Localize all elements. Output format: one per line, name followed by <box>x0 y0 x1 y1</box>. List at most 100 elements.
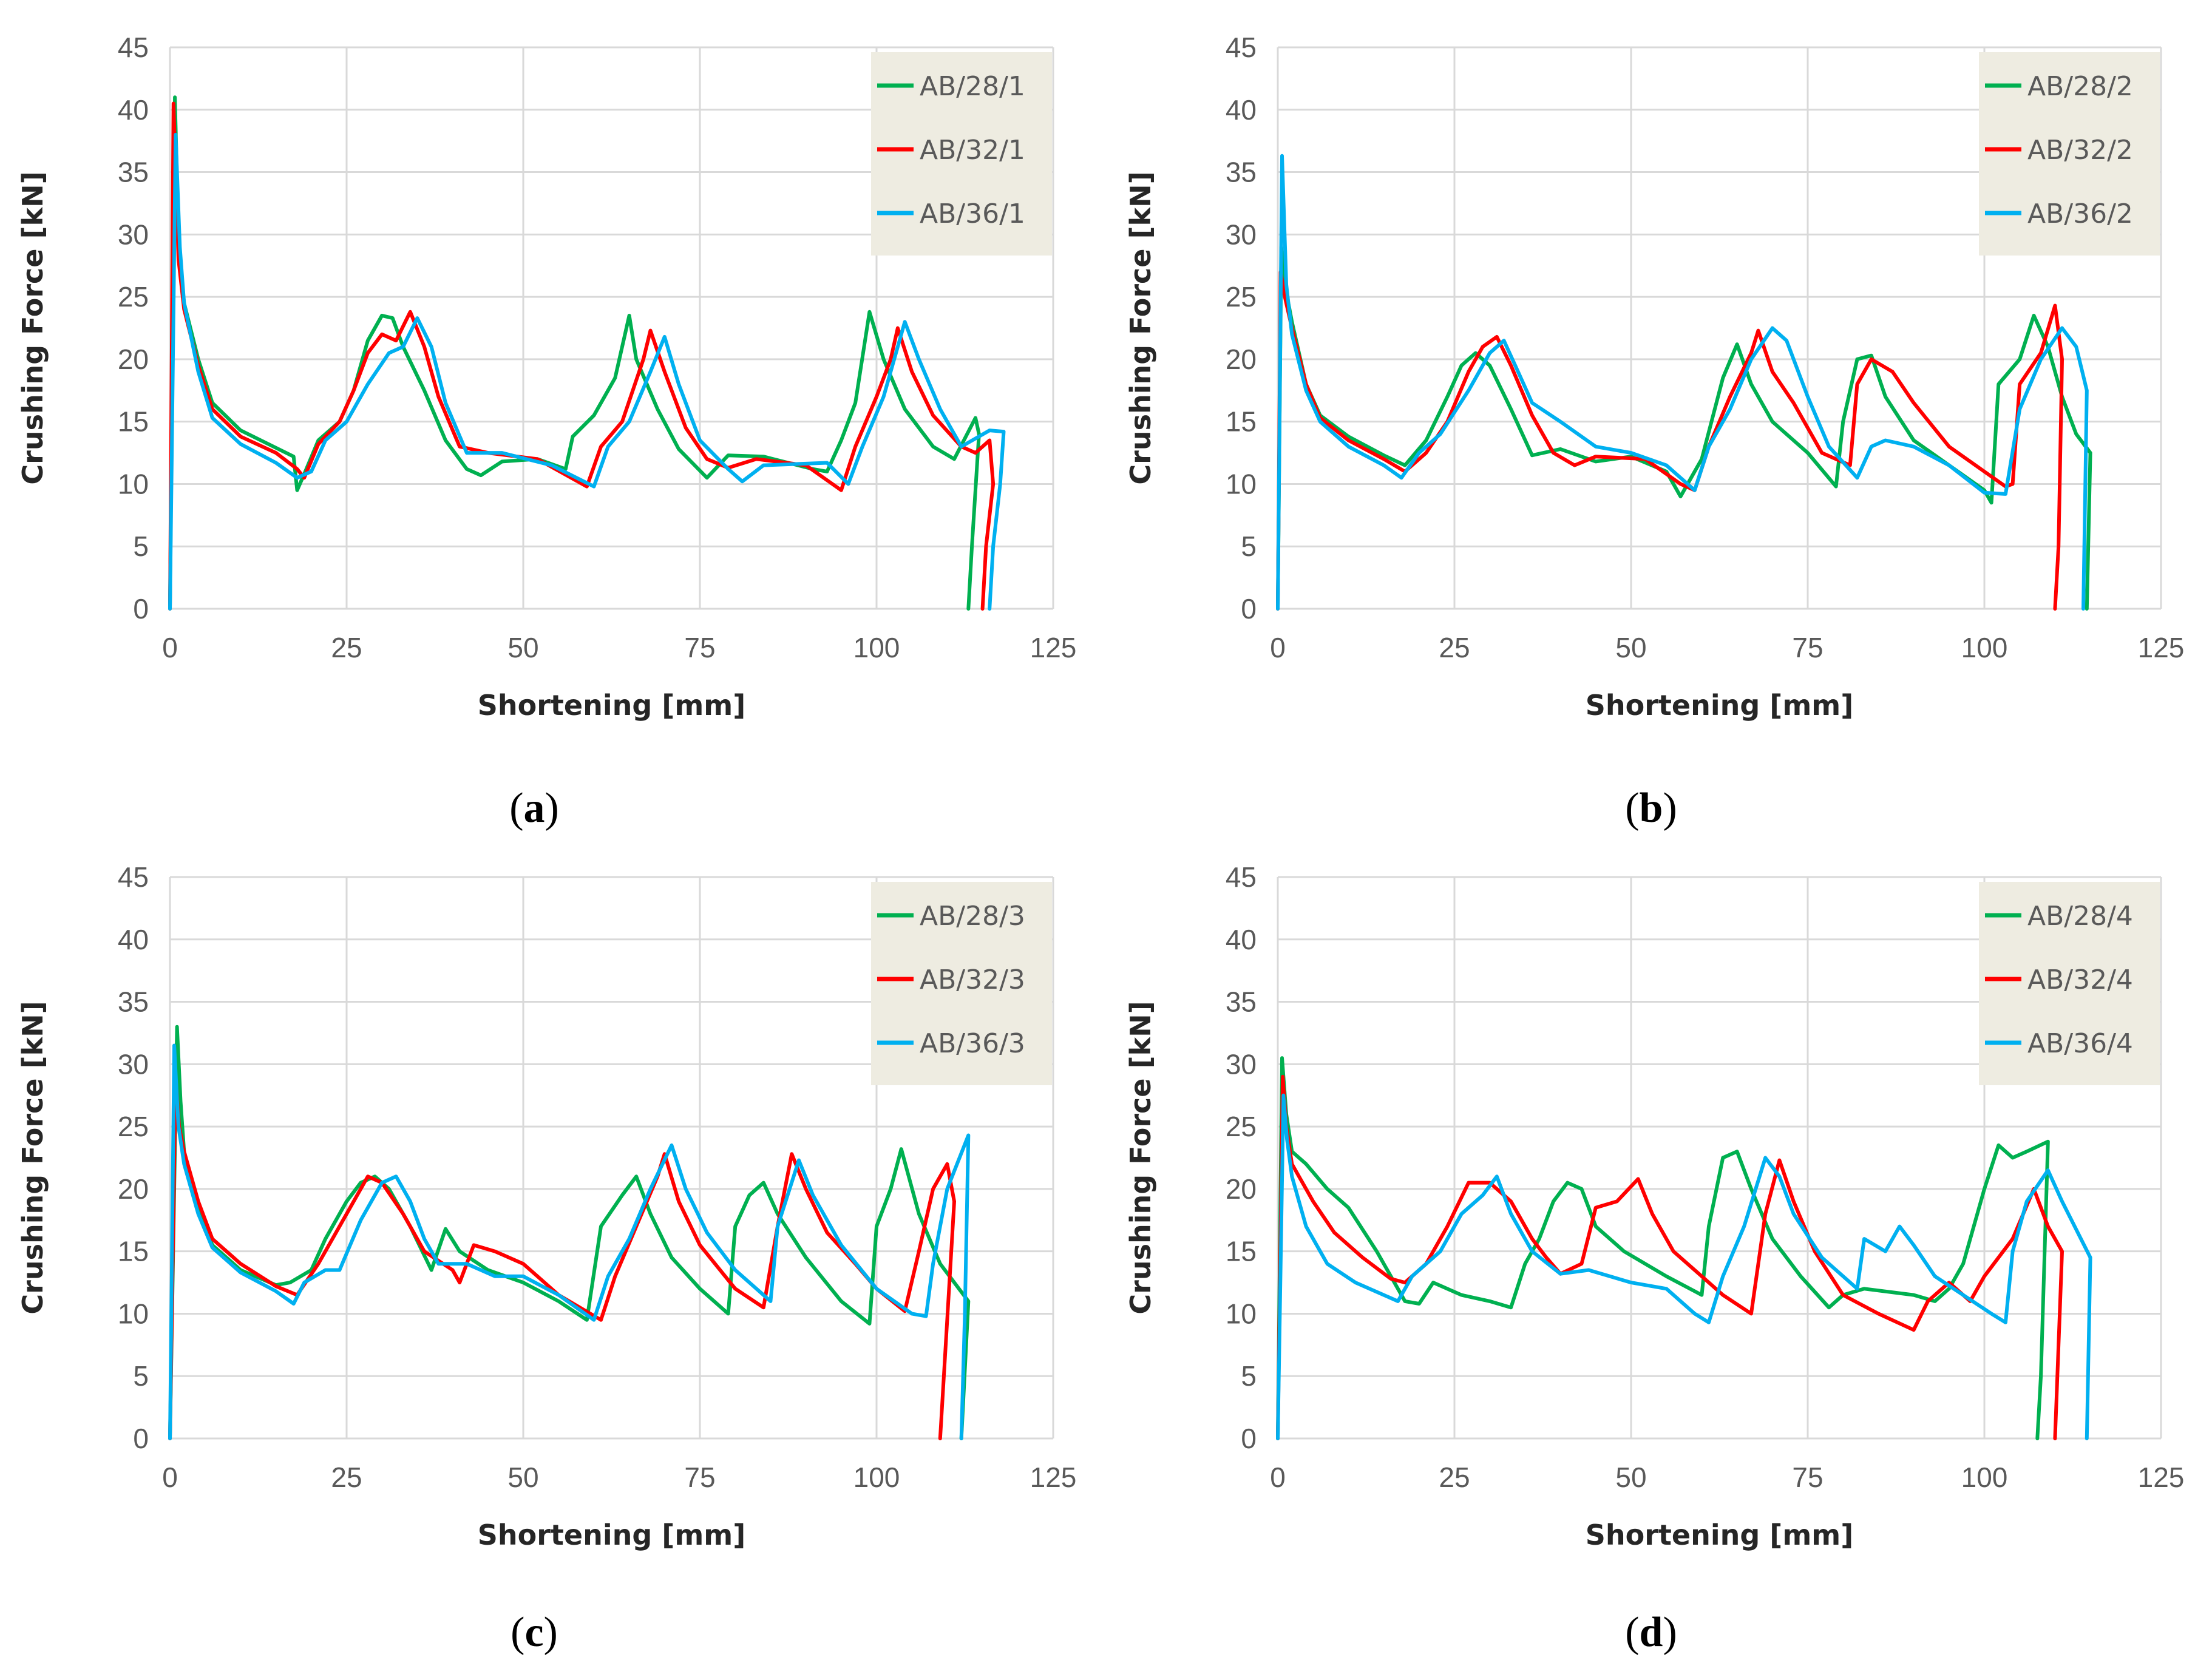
y-tick-label: 40 <box>1226 94 1257 126</box>
y-tick-label: 25 <box>1226 281 1257 313</box>
y-tick-label: 30 <box>1226 1048 1257 1080</box>
y-tick-label: 45 <box>118 32 149 63</box>
x-tick-label: 100 <box>1961 632 2008 663</box>
series-line-ab-28-1 <box>168 95 981 611</box>
y-tick-label: 20 <box>118 344 149 375</box>
series-line-ab-36-2 <box>1276 154 2089 611</box>
x-tick-label: 0 <box>162 1462 178 1493</box>
x-tick-label: 75 <box>684 1462 715 1493</box>
series-line-ab-36-3 <box>168 1043 971 1440</box>
y-tick-label: 5 <box>1241 1360 1257 1392</box>
y-tick-label: 5 <box>133 1360 149 1392</box>
panel-caption: (d) <box>1625 1609 1677 1656</box>
legend-label: AB/32/1 <box>920 135 1025 166</box>
series-line-ab-36-4 <box>1276 1093 2092 1440</box>
legend: AB/28/3 AB/32/3 AB/36/3 <box>871 882 1052 1085</box>
y-tick-label: 10 <box>118 468 149 500</box>
y-tick-label: 15 <box>1226 406 1257 438</box>
y-tick-label: 20 <box>1226 344 1257 375</box>
series-line-ab-32-2 <box>1276 270 2064 611</box>
panel-caption-letter: d <box>1640 1609 1663 1656</box>
legend-label: AB/36/3 <box>920 1028 1025 1059</box>
y-tick-label: 20 <box>1226 1173 1257 1205</box>
legend-label: AB/28/4 <box>2027 901 2133 932</box>
legend-label: AB/32/4 <box>2027 964 2133 995</box>
x-tick-label: 100 <box>853 632 900 663</box>
y-tick-label: 30 <box>118 1048 149 1080</box>
y-tick-label: 45 <box>118 861 149 893</box>
x-axis-title: Shortening [mm] <box>1586 1519 1853 1551</box>
x-tick-label: 75 <box>1792 1462 1823 1493</box>
y-tick-label: 10 <box>1226 468 1257 500</box>
x-tick-label: 0 <box>162 632 178 663</box>
panel-caption: (c) <box>511 1609 558 1656</box>
y-tick-label: 0 <box>133 1423 149 1454</box>
y-tick-label: 10 <box>1226 1298 1257 1329</box>
series-line-ab-28-2 <box>1276 245 2092 611</box>
chart-panel-b: 0 25 50 75 100 125 0 5 10 15 20 25 30 35 40 45 Shortenin… <box>1124 32 2184 832</box>
x-tick-label: 50 <box>1615 632 1646 663</box>
panel-caption-letter: c <box>524 1609 543 1656</box>
series-line-ab-32-3 <box>168 1074 956 1440</box>
series-line-ab-28-3 <box>168 1025 971 1440</box>
x-axis-title: Shortening [mm] <box>478 689 745 722</box>
x-tick-label: 25 <box>331 632 362 663</box>
y-axis-title: Crushing Force [kN] <box>16 1001 49 1314</box>
legend-label: AB/28/3 <box>920 901 1025 932</box>
panel-caption-letter: a <box>524 785 545 832</box>
panel-caption-letter: b <box>1640 785 1663 832</box>
y-tick-label: 35 <box>1226 986 1257 1018</box>
x-tick-label: 125 <box>2138 1462 2185 1493</box>
legend-label: AB/36/1 <box>920 198 1025 229</box>
y-tick-label: 10 <box>118 1298 149 1329</box>
panel-caption: (b) <box>1625 785 1677 832</box>
y-tick-label: 0 <box>1241 1423 1257 1454</box>
y-axis-title: Crushing Force [kN] <box>1124 1001 1157 1314</box>
y-tick-label: 40 <box>1226 924 1257 955</box>
x-tick-label: 125 <box>2138 632 2185 663</box>
x-tick-label: 100 <box>1961 1462 2008 1493</box>
x-tick-label: 25 <box>331 1462 362 1493</box>
y-tick-label: 0 <box>1241 593 1257 625</box>
legend-label: AB/36/4 <box>2027 1028 2133 1059</box>
x-tick-label: 125 <box>1030 1462 1077 1493</box>
y-tick-label: 35 <box>118 157 149 188</box>
y-tick-label: 40 <box>118 924 149 955</box>
series-line-ab-28-4 <box>1276 1056 2050 1440</box>
y-tick-label: 0 <box>133 593 149 625</box>
y-tick-label: 35 <box>118 986 149 1018</box>
chart-panel-c: 0 25 50 75 100 125 0 5 10 15 20 25 30 35 40 45 Shortenin… <box>16 861 1076 1656</box>
legend-label: AB/32/2 <box>2027 135 2133 166</box>
x-tick-label: 125 <box>1030 632 1077 663</box>
x-axis-title: Shortening [mm] <box>1586 689 1853 722</box>
y-tick-label: 45 <box>1226 32 1257 63</box>
x-tick-label: 25 <box>1439 632 1470 663</box>
y-tick-label: 40 <box>118 94 149 126</box>
legend-label: AB/28/1 <box>920 71 1025 102</box>
y-tick-label: 25 <box>118 1111 149 1142</box>
x-tick-label: 100 <box>853 1462 900 1493</box>
y-tick-label: 20 <box>118 1173 149 1205</box>
y-tick-label: 25 <box>1226 1111 1257 1142</box>
y-tick-label: 15 <box>118 1236 149 1267</box>
series-line-ab-32-1 <box>168 101 996 611</box>
x-tick-label: 75 <box>684 632 715 663</box>
x-axis-title: Shortening [mm] <box>478 1519 745 1551</box>
series-line-ab-36-1 <box>168 132 1006 611</box>
y-tick-label: 30 <box>118 219 149 250</box>
legend-label: AB/28/2 <box>2027 71 2133 102</box>
legend: AB/28/4 AB/32/4 AB/36/4 <box>1979 882 2160 1085</box>
legend: AB/28/2 AB/32/2 AB/36/2 <box>1979 52 2160 256</box>
y-axis-title: Crushing Force [kN] <box>16 171 49 484</box>
y-tick-label: 30 <box>1226 219 1257 250</box>
x-tick-label: 0 <box>1270 632 1286 663</box>
y-tick-label: 35 <box>1226 157 1257 188</box>
y-tick-label: 15 <box>1226 1236 1257 1267</box>
x-tick-label: 0 <box>1270 1462 1286 1493</box>
legend-label: AB/36/2 <box>2027 198 2133 229</box>
panel-caption: (a) <box>509 785 559 832</box>
x-tick-label: 50 <box>507 1462 538 1493</box>
x-tick-label: 75 <box>1792 632 1823 663</box>
y-tick-label: 5 <box>133 530 149 562</box>
series-line-ab-32-4 <box>1276 1074 2064 1440</box>
